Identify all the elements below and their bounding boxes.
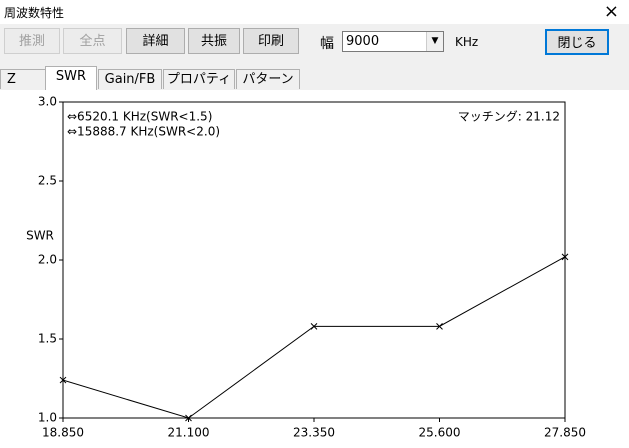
combobox-value: 9000 bbox=[346, 34, 380, 49]
button[interactable]: 印刷 bbox=[243, 28, 299, 54]
x-tick-label: 25.600 bbox=[419, 426, 461, 440]
chart: SWR ⇔6520.1 KHz(SWR<1.5) ⇔15888.7 KHz(SW… bbox=[0, 90, 629, 448]
point-marker bbox=[59, 376, 67, 384]
combobox[interactable]: 9000 ▼ bbox=[342, 31, 444, 52]
button[interactable]: 共振 bbox=[188, 28, 240, 54]
y-tick-label: 1.0 bbox=[38, 411, 57, 425]
plot-frame bbox=[62, 101, 566, 419]
point-marker bbox=[185, 414, 192, 422]
button: 推測 bbox=[4, 28, 60, 54]
button: 全点 bbox=[63, 28, 122, 54]
x-tick-label: 23.350 bbox=[293, 426, 335, 440]
tab[interactable]: Gain/FB bbox=[98, 69, 162, 89]
tab[interactable]: プロパティ bbox=[163, 69, 235, 89]
button[interactable]: 閉じる bbox=[545, 29, 609, 55]
annotation: マッチング: 21.12 bbox=[458, 110, 560, 124]
x-tick-label: 21.100 bbox=[168, 426, 210, 440]
annotation: ⇔15888.7 KHz(SWR<2.0) bbox=[67, 125, 220, 139]
y-axis-label: SWR bbox=[26, 229, 54, 243]
y-tick-label: 2.5 bbox=[38, 174, 57, 188]
dropdown-arrow[interactable]: ▼ bbox=[426, 32, 443, 51]
label: 幅 bbox=[320, 36, 334, 52]
annotation: ⇔6520.1 KHz(SWR<1.5) bbox=[67, 110, 212, 124]
button[interactable]: 詳細 bbox=[126, 28, 185, 54]
point-marker bbox=[436, 323, 443, 330]
series-line bbox=[62, 256, 566, 419]
x-tick-label: 18.850 bbox=[42, 426, 84, 440]
close-icon[interactable]: × bbox=[603, 1, 619, 22]
y-tick-label: 1.5 bbox=[38, 332, 57, 346]
point-marker bbox=[561, 253, 569, 261]
tab[interactable]: Z bbox=[0, 69, 46, 89]
tab[interactable]: パターン bbox=[236, 69, 300, 89]
point-marker bbox=[310, 323, 318, 330]
x-tick-label: 27.850 bbox=[544, 426, 586, 440]
title-bar bbox=[0, 0, 629, 24]
y-tick-label: 3.0 bbox=[38, 95, 57, 109]
window-title: 周波数特性 bbox=[4, 6, 65, 20]
unit: KHz bbox=[455, 35, 479, 49]
y-tick-label: 2.0 bbox=[38, 253, 57, 267]
tab-active[interactable]: SWR bbox=[45, 66, 97, 90]
